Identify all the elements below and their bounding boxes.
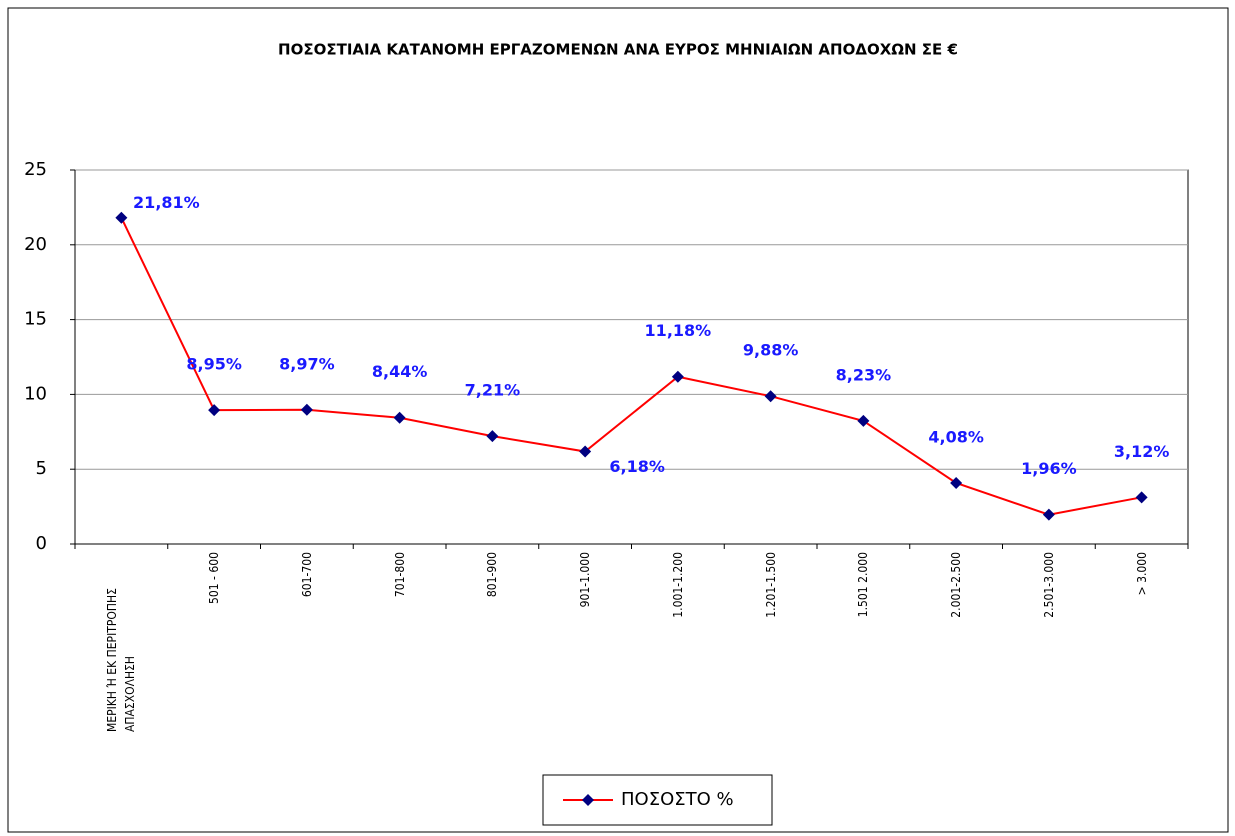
x-tick-label: 901-1.000 [578, 552, 593, 608]
marker [671, 370, 684, 383]
x-tick-label: 501 - 600 [207, 552, 222, 604]
data-label: 8,23% [836, 365, 892, 384]
marker [579, 445, 592, 458]
y-tick-label: 25 [24, 159, 47, 180]
marker [950, 476, 963, 489]
data-label: 8,97% [279, 354, 335, 373]
y-tick-label: 0 [36, 533, 47, 554]
x-tick-label: > 3.000 [1134, 552, 1149, 596]
x-tick-label: 2.501-3.000 [1041, 552, 1056, 618]
plot-area [74, 169, 1189, 545]
y-tick-label: 15 [24, 309, 47, 330]
x-tick-label: 1.201-1.500 [763, 552, 778, 618]
data-label: 21,81% [133, 193, 200, 212]
x-tick-label: 601-700 [299, 552, 314, 598]
data-label: 9,88% [743, 341, 799, 360]
data-label: 8,95% [186, 355, 242, 374]
marker [393, 411, 406, 424]
data-label: 8,44% [372, 362, 428, 381]
data-label: 6,18% [609, 457, 665, 476]
chart-title: ΠΟΣΟΣΤΙΑΙΑ ΚΑΤΑΝΟΜΗ ΕΡΓΑΖΟΜΕΝΩΝ ΑΝΑ ΕΥΡΟ… [278, 41, 958, 59]
legend-marker [582, 794, 594, 806]
marker [208, 404, 221, 417]
legend-label: ΠΟΣΟΣΤΟ % [621, 789, 734, 810]
data-label: 1,96% [1021, 459, 1077, 478]
y-tick-label: 20 [24, 234, 47, 255]
marker [857, 414, 870, 427]
data-label: 3,12% [1114, 442, 1170, 461]
y-tick-label: 5 [36, 458, 47, 479]
x-tick-label: 2.001-2.500 [949, 552, 964, 618]
marker [764, 390, 777, 403]
y-tick-label: 10 [24, 383, 47, 404]
data-label: 7,21% [465, 381, 521, 400]
series-line [120, 217, 1142, 516]
marker [300, 403, 313, 416]
x-tick-label: 701-800 [392, 552, 407, 598]
marker [115, 211, 128, 224]
marker [1135, 491, 1148, 504]
x-tick-label: 801-900 [485, 552, 500, 598]
data-label: 11,18% [645, 321, 712, 340]
x-tick-label: 1.001-1.200 [670, 552, 685, 618]
marker [1042, 508, 1055, 521]
x-tick-label: ΜΕΡΙΚΗ Ή ΕΚ ΠΕΡΙΤΡΟΠΗΣ ΑΠΑΣΧΟΛΗΣΗ [105, 588, 138, 732]
marker [486, 430, 499, 443]
data-label: 4,08% [928, 427, 984, 446]
x-tick-label: 1.501 2.000 [856, 552, 871, 618]
